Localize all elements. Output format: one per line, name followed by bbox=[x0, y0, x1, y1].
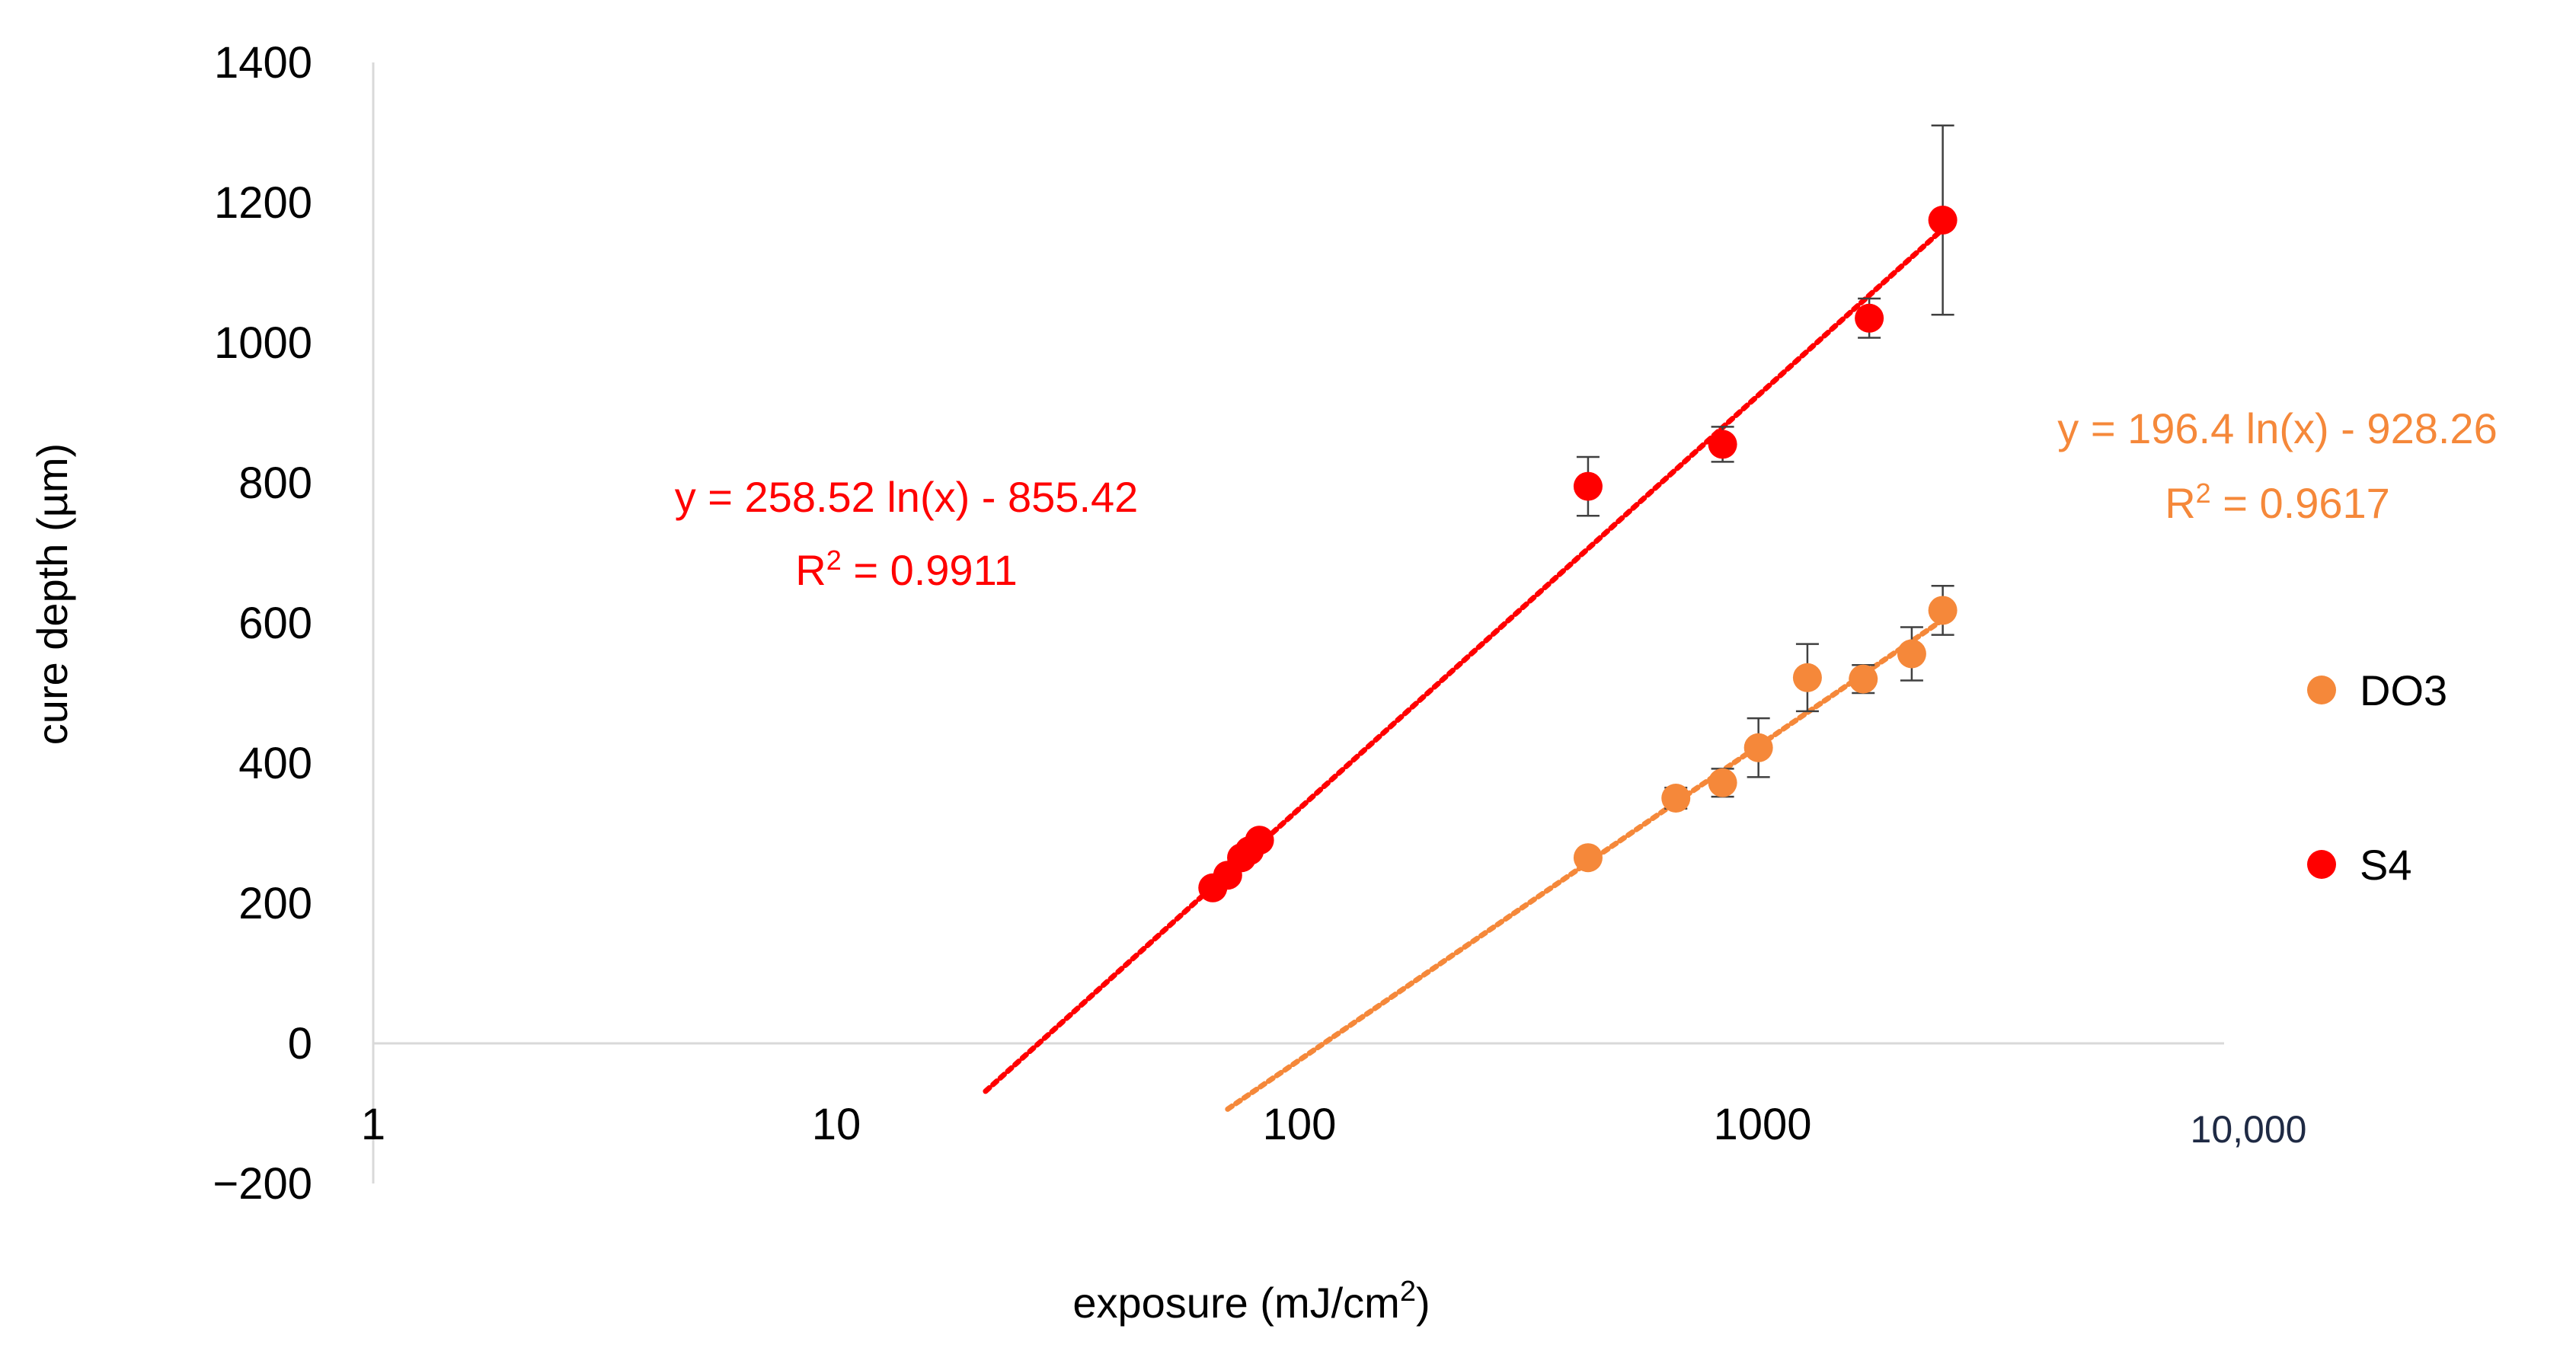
s4-point bbox=[1573, 471, 1603, 501]
do3-r-squared: R2 = 0.9617 bbox=[2165, 478, 2390, 527]
s4-point bbox=[1708, 430, 1737, 459]
legend-do3-marker bbox=[2307, 676, 2336, 704]
x-tick-labels: 1 10 100 1000 10,000 bbox=[361, 1100, 2307, 1151]
do3-point bbox=[1573, 843, 1603, 873]
do3-point bbox=[1849, 664, 1878, 694]
x-tick-label: 1 bbox=[361, 1100, 385, 1149]
do3-point bbox=[1897, 639, 1926, 669]
legend-do3-label: DO3 bbox=[2360, 666, 2447, 714]
y-tick-label: 600 bbox=[238, 599, 312, 648]
legend-s4-marker bbox=[2307, 850, 2336, 879]
legend: DO3 S4 bbox=[2307, 666, 2447, 889]
s4-trendline bbox=[983, 226, 1946, 1094]
y-tick-label: 400 bbox=[238, 739, 312, 788]
s4-point bbox=[1855, 303, 1884, 333]
y-tick-label: 200 bbox=[238, 879, 312, 928]
legend-s4-label: S4 bbox=[2360, 841, 2412, 889]
data-points bbox=[1198, 206, 1958, 902]
x-tick-label: 10,000 bbox=[2191, 1108, 2307, 1151]
error-bars bbox=[1576, 124, 1954, 810]
do3-equation: y = 196.4 ln(x) - 928.26 bbox=[2057, 404, 2497, 452]
y-axis-title: cure depth (µm) bbox=[28, 443, 76, 745]
do3-point bbox=[1708, 768, 1737, 797]
do3-point bbox=[1928, 596, 1958, 625]
x-tick-label: 10 bbox=[812, 1100, 861, 1149]
s4-equation: y = 258.52 ln(x) - 855.42 bbox=[675, 473, 1139, 521]
do3-point bbox=[1792, 663, 1822, 692]
y-tick-labels: 1400 1200 1000 800 600 400 200 0 −200 bbox=[213, 38, 312, 1209]
s4-point bbox=[1928, 206, 1958, 235]
do3-point bbox=[1661, 784, 1691, 813]
s4-point bbox=[1245, 826, 1274, 855]
y-tick-label: 1000 bbox=[214, 318, 312, 368]
axes bbox=[372, 62, 2224, 1183]
y-tick-label: 800 bbox=[238, 458, 312, 508]
y-tick-label: 1200 bbox=[214, 178, 312, 228]
x-tick-label: 1000 bbox=[1713, 1100, 1811, 1149]
do3-point bbox=[1743, 733, 1773, 762]
x-axis-title: exposure (mJ/cm2) bbox=[1072, 1276, 1430, 1327]
s4-r-squared: R2 = 0.9911 bbox=[795, 545, 1017, 594]
y-tick-label: −200 bbox=[213, 1159, 312, 1209]
y-tick-label: 0 bbox=[288, 1019, 312, 1068]
y-tick-label: 1400 bbox=[214, 38, 312, 88]
x-tick-label: 100 bbox=[1263, 1100, 1337, 1149]
